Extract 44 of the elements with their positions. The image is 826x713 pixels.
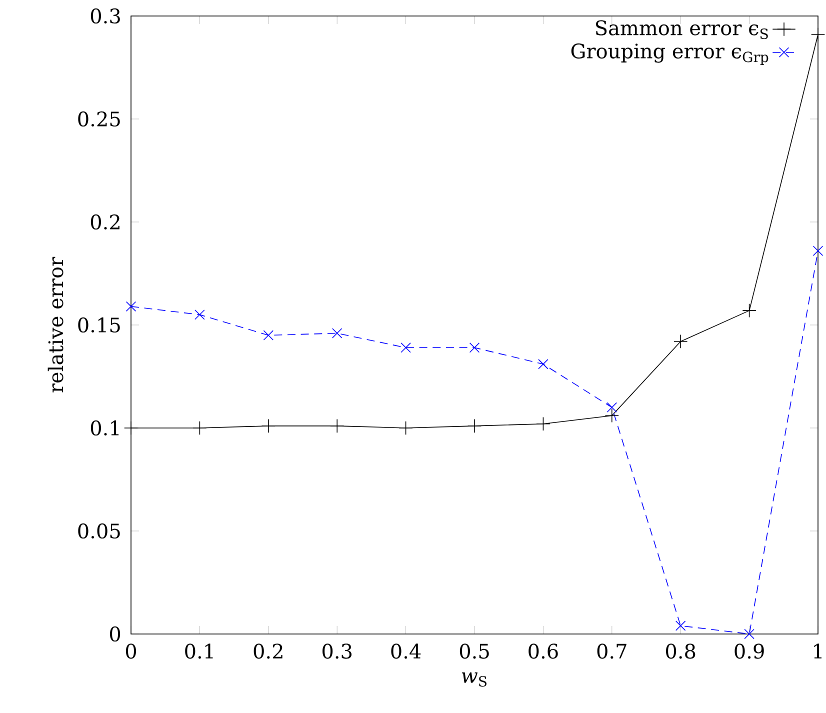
legend-label: Sammon error ϵ$_{S}$ [596,20,768,40]
x-tick-label: 0.3 [322,644,352,659]
point [812,246,824,256]
y-tick-label: 0 [110,626,120,642]
y-tick-label: 0.3 [90,8,120,24]
point [398,420,413,436]
point [124,420,138,436]
x-tick-label: 0.9 [734,644,764,659]
point [400,342,411,353]
x-tick-label: 0.5 [460,644,489,659]
point [606,402,618,412]
y-axis-title: relative error [48,256,64,392]
x-tick-label: 0 [126,644,136,659]
x-tick-label: 0.4 [391,644,421,659]
y-tick-label: 0.1 [90,420,119,436]
y-tick-label: 0.25 [78,111,120,127]
point [332,328,342,338]
y-tick-label: 0.15 [78,317,120,333]
point [330,418,344,433]
point [192,420,207,436]
x-tick-label: 0.1 [185,644,213,659]
x-tick-label: 1 [814,644,822,658]
point [675,620,686,631]
x-tick-label: 0.8 [666,644,696,659]
point [467,418,482,433]
y-tick-label: 0.05 [78,523,120,539]
legend-label: Grouping error ϵ$_{Grp}$ [571,43,768,65]
x-tick-label: 0.7 [597,644,626,659]
point [194,310,205,320]
x-tick-label: 0.6 [528,644,558,659]
y-tick-label: 0.2 [90,214,120,230]
x-tick-label: 0.2 [254,644,282,659]
point [810,27,826,42]
point [261,418,276,433]
point [744,628,754,640]
point [538,359,548,370]
point [536,416,550,431]
point [674,334,688,349]
point [263,330,274,340]
point [604,408,619,423]
point [469,342,480,353]
point [126,301,136,312]
x-axis-title: w$_{S}$ [462,672,486,687]
point [742,304,756,318]
